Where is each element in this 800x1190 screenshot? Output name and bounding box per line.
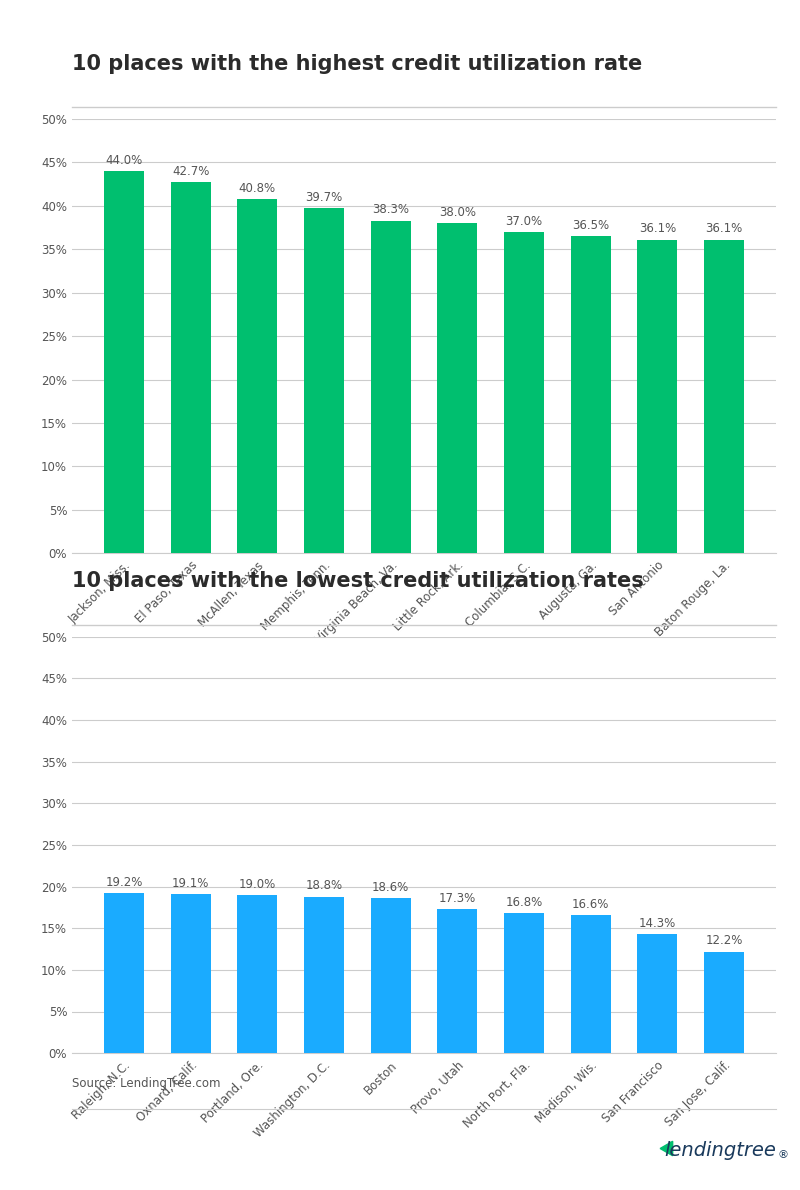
Text: 10 places with the highest credit utilization rate: 10 places with the highest credit utiliz… <box>72 54 642 74</box>
Bar <box>370 220 410 553</box>
Text: 38.0%: 38.0% <box>439 206 476 219</box>
Bar <box>170 182 210 553</box>
Bar <box>104 894 144 1053</box>
Bar <box>304 896 344 1053</box>
Text: 16.6%: 16.6% <box>572 897 610 910</box>
Text: ®: ® <box>778 1151 789 1160</box>
Text: 18.6%: 18.6% <box>372 881 410 894</box>
Bar <box>170 894 210 1053</box>
Bar <box>370 898 410 1053</box>
Bar <box>438 224 478 553</box>
Text: 12.2%: 12.2% <box>706 934 742 947</box>
Bar <box>238 199 278 553</box>
Text: 36.1%: 36.1% <box>706 223 742 236</box>
Text: 37.0%: 37.0% <box>506 214 542 227</box>
Bar <box>104 171 144 553</box>
Text: 18.8%: 18.8% <box>306 879 342 892</box>
Bar <box>638 239 678 553</box>
Text: 19.0%: 19.0% <box>238 878 276 890</box>
Text: 36.1%: 36.1% <box>638 223 676 236</box>
Text: 19.1%: 19.1% <box>172 877 210 890</box>
Bar <box>438 909 478 1053</box>
Text: 39.7%: 39.7% <box>306 192 342 205</box>
Text: 14.3%: 14.3% <box>638 916 676 929</box>
Text: 40.8%: 40.8% <box>238 182 276 195</box>
Bar <box>570 237 610 553</box>
Bar <box>238 895 278 1053</box>
Text: 19.2%: 19.2% <box>106 876 142 889</box>
Text: 36.5%: 36.5% <box>572 219 610 232</box>
Text: 10 places with the lowest credit utilization rates: 10 places with the lowest credit utiliza… <box>72 571 644 591</box>
Bar <box>504 913 544 1053</box>
Text: Source: LendingTree.com: Source: LendingTree.com <box>72 1077 221 1090</box>
Text: 42.7%: 42.7% <box>172 165 210 178</box>
Bar <box>304 208 344 553</box>
Bar <box>504 232 544 553</box>
Text: 16.8%: 16.8% <box>506 896 542 909</box>
Text: 44.0%: 44.0% <box>106 154 142 167</box>
Bar <box>638 934 678 1053</box>
Bar <box>570 915 610 1053</box>
Text: lendingtree: lendingtree <box>664 1141 776 1160</box>
Text: 38.3%: 38.3% <box>372 203 409 217</box>
Bar <box>704 239 744 553</box>
Text: 17.3%: 17.3% <box>438 891 476 904</box>
Bar <box>704 952 744 1053</box>
